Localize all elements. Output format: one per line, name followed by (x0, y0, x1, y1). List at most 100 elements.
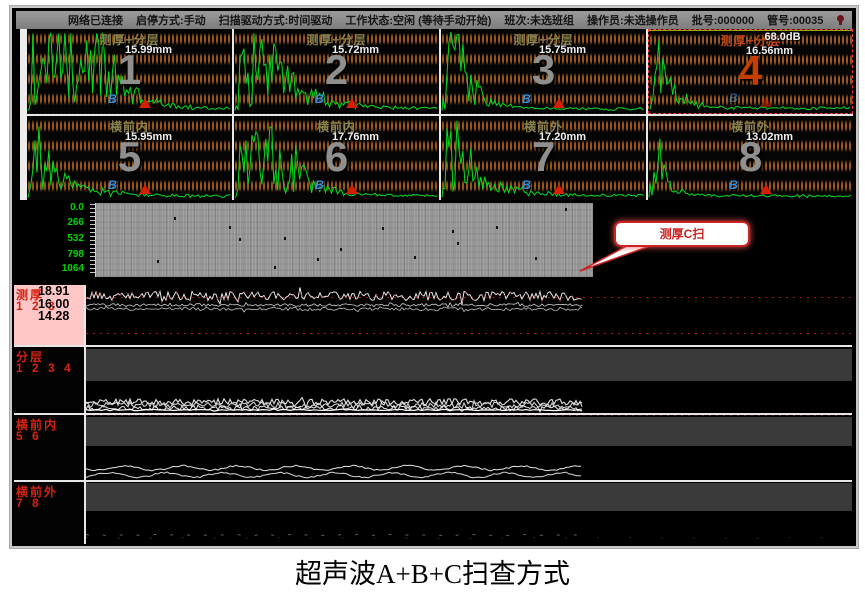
thickness-readout: 15.99mm (124, 44, 173, 56)
strip-row-transverse-inner: 横前内 5 6 (14, 415, 852, 480)
a-alarm-icon (759, 96, 772, 107)
strip-name: 分层 (16, 350, 45, 364)
strip-label-lamination[interactable]: 分层 1 2 3 4 (14, 347, 86, 413)
status-shift: 班次:未选班组 (504, 15, 575, 27)
cscan-defect-speck (274, 266, 276, 269)
figure-caption: 超声波A+B+C扫查方式 (295, 559, 570, 589)
cscan-defect-speck (452, 230, 454, 233)
channel-number: 6 (324, 132, 349, 180)
cscan-defect-speck (340, 248, 342, 251)
ascan-panel-3[interactable]: 测厚+分层 15.75mm 3 B (441, 29, 646, 114)
cscan-image[interactable] (96, 203, 593, 277)
cscan-section: 0.0 266 532 798 1064 测厚C扫 (14, 201, 852, 284)
b-gate-icon: B (729, 178, 738, 192)
b-gate-icon: B (522, 178, 531, 192)
thickness-readout: 17.76mm (331, 130, 380, 143)
ascan-waveform (27, 32, 231, 111)
thickness-readout: 16.56mm (745, 45, 794, 57)
a-alarm-icon (552, 184, 565, 194)
ascan-grid: 测厚+分层 15.99mm 1 B 测厚+分层 15.72mm 2 B 测厚+分… (27, 29, 853, 200)
ascan-panel-8[interactable]: 横前外 13.02mm 8 B (648, 115, 853, 200)
strip-channels: 1 2 3 (16, 299, 58, 313)
cscan-defect-speck (414, 256, 416, 259)
b-gate-icon: B (729, 90, 738, 105)
strip-plot-transverse-outer[interactable] (86, 482, 852, 544)
channel-mode-label: 横前内 (316, 119, 356, 134)
cscan-defect-speck (174, 217, 176, 220)
gain-readout: 68.0dB (764, 31, 801, 43)
channel-number: 1 (117, 46, 142, 93)
strip-channels: 1 2 3 4 (16, 361, 74, 375)
ascan-waveform (234, 125, 438, 198)
cscan-defect-speck (284, 237, 286, 240)
ascan-panel-6[interactable]: 横前内 17.76mm 6 B (234, 115, 439, 200)
strip-row-lamination: 分层 1 2 3 4 (14, 347, 852, 413)
status-tube-no: 管号:00035 (767, 15, 824, 27)
ascan-waveform (648, 137, 852, 198)
ut-app-window: 网络已连接 启停方式:手动 扫描驱动方式:时间驱动 工作状态:空闲 (等待手动开… (10, 6, 858, 548)
cscan-defect-speck (157, 260, 159, 263)
channel-number: 3 (531, 46, 556, 93)
strip-name: 横前外 (16, 485, 59, 499)
a-alarm-icon (138, 184, 151, 194)
status-bar[interactable]: 网络已连接 启停方式:手动 扫描驱动方式:时间驱动 工作状态:空闲 (等待手动开… (16, 11, 852, 29)
ascan-waveform (441, 120, 645, 198)
thickness-mid: 16.00 (38, 296, 70, 311)
gate-band (86, 349, 852, 381)
channel-number: 5 (117, 132, 142, 180)
a-alarm-icon (759, 184, 772, 194)
strip-channels: 7 8 (16, 496, 42, 510)
ascan-waveform (27, 125, 231, 198)
alarm-threshold-line (86, 415, 852, 416)
cscan-axis-tick: 0.0 (70, 202, 84, 213)
ascan-panel-1[interactable]: 测厚+分层 15.99mm 1 B (27, 29, 232, 114)
cscan-defect-speck (239, 238, 241, 241)
cscan-defect-speck (229, 226, 231, 229)
status-scan-drive: 扫描驱动方式:时间驱动 (218, 15, 333, 27)
strip-row-transverse-outer: 横前外 7 8 (14, 482, 852, 544)
strip-plot-transverse-inner[interactable] (86, 415, 852, 480)
ascan-left-margin (20, 29, 27, 200)
strip-name: 横前内 (16, 418, 59, 432)
channel-mode-label: 横前内 (109, 119, 149, 134)
b-gate-icon: B (108, 91, 117, 106)
alarm-threshold-line (86, 333, 852, 334)
channel-number: 8 (738, 132, 763, 180)
strip-row-thickness: 测厚 1 2 3 18.91 16.00 14.28 (14, 285, 852, 345)
alarm-threshold-line (86, 297, 852, 298)
b-gate-icon: B (522, 91, 531, 106)
thickness-readout: 13.02mm (745, 130, 794, 143)
cscan-defect-speck (382, 227, 384, 230)
cscan-defect-speck (457, 242, 459, 245)
ascan-panel-7[interactable]: 横前外 17.20mm 7 B (441, 115, 646, 200)
strip-label-transverse-inner[interactable]: 横前内 5 6 (14, 415, 86, 480)
ascan-panel-4-selected[interactable]: 测厚+分层 68.0dB 16.56mm 4 B (648, 29, 853, 114)
channel-number: 2 (324, 46, 349, 93)
strip-plot-lamination[interactable] (86, 347, 852, 413)
cscan-axis-tick: 1064 (61, 263, 84, 274)
strip-label-transverse-outer[interactable]: 横前外 7 8 (14, 482, 86, 544)
channel-mode-label: 横前外 (730, 119, 770, 134)
channel-mode-label: 测厚+分层 (306, 33, 367, 47)
status-network: 网络已连接 (68, 15, 123, 27)
strip-channels: 5 6 (16, 429, 42, 443)
strip-plot-thickness[interactable] (86, 285, 852, 345)
channel-number: 4 (738, 47, 763, 94)
cscan-callout-bubble: 测厚C扫 (614, 221, 750, 247)
ascan-panel-5[interactable]: 横前内 15.95mm 5 B (27, 115, 232, 200)
pin-icon[interactable] (837, 15, 844, 25)
status-start-mode: 启停方式:手动 (136, 15, 206, 27)
a-alarm-icon (345, 97, 358, 108)
thickness-readout: 15.95mm (124, 130, 173, 143)
strip-label-thickness[interactable]: 测厚 1 2 3 18.91 16.00 14.28 (14, 285, 86, 345)
cscan-defect-speck (565, 208, 567, 211)
b-gate-icon: B (315, 178, 324, 192)
ascan-panel-2[interactable]: 测厚+分层 15.72mm 2 B (234, 29, 439, 114)
cscan-axis-tick: 798 (67, 249, 84, 260)
thickness-readout: 15.75mm (538, 44, 587, 56)
cscan-ruler-ticks (90, 204, 95, 276)
thickness-max: 18.91 (38, 284, 70, 298)
ascan-waveform (649, 40, 851, 111)
bscan-strip-section: 测厚 1 2 3 18.91 16.00 14.28 分层 (14, 285, 852, 544)
